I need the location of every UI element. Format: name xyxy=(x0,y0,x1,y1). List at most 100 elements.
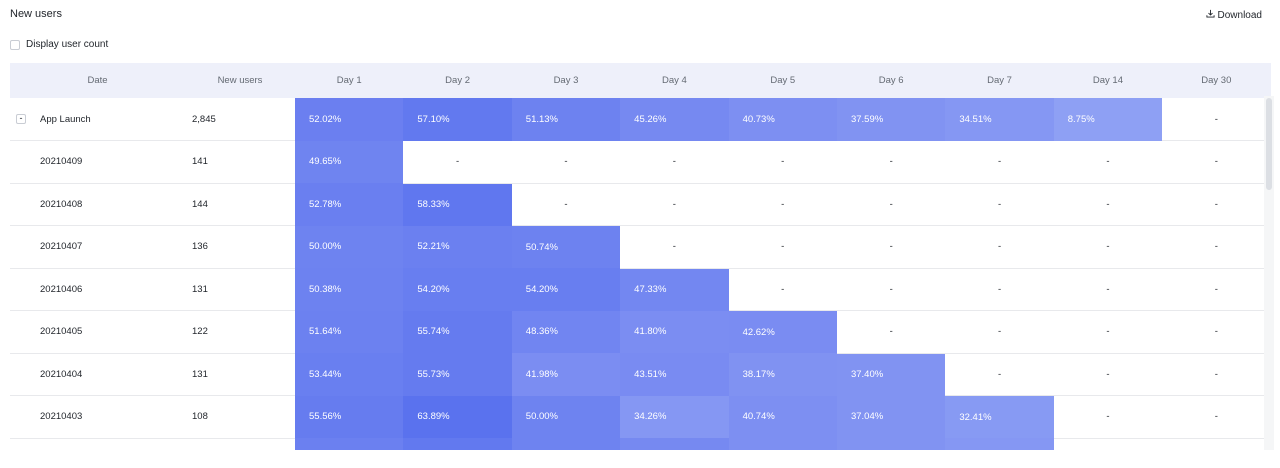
date-label: App Launch xyxy=(40,113,91,125)
retention-cell: - xyxy=(1162,225,1271,269)
retention-cell: - xyxy=(620,140,729,184)
download-button[interactable]: Download xyxy=(1205,9,1262,21)
table-row: - App Launch 2,845 52.02% 57.10% 51.13% 45.26%… xyxy=(10,98,1271,141)
retention-cell: - xyxy=(945,225,1054,269)
vertical-scrollbar[interactable] xyxy=(1264,96,1274,450)
retention-cell: - xyxy=(620,225,729,269)
retention-cell: 40.74% xyxy=(728,395,837,438)
column-header: Date xyxy=(10,63,185,98)
retention-cell: 47.33% xyxy=(620,268,729,311)
table-row: 20210409 141 49.65% - - - - - - - - xyxy=(10,140,1271,184)
retention-cell: - xyxy=(1053,310,1163,354)
retention-cell: 43.51% xyxy=(620,353,729,396)
retention-cell: 52.21% xyxy=(403,225,512,268)
new-users-cell: 122 xyxy=(185,310,295,354)
column-header: Day 3 xyxy=(511,63,621,98)
retention-cell: 49.65% xyxy=(295,140,404,183)
date-label: 20210407 xyxy=(40,241,83,253)
retention-cell: 52.78% xyxy=(295,183,404,226)
retention-cell: - xyxy=(836,140,946,184)
retention-cell: 55.73% xyxy=(403,353,512,396)
date-label: 20210405 xyxy=(40,326,83,338)
retention-cell xyxy=(945,438,1054,450)
new-users-cell: 131 xyxy=(185,268,295,311)
new-users-cell: 136 xyxy=(185,225,295,269)
new-users-cell: 2,845 xyxy=(185,98,295,141)
retention-cell: 52.02% xyxy=(295,98,404,141)
retention-cell: 37.59% xyxy=(836,98,946,141)
date-label: 20210404 xyxy=(40,368,83,380)
retention-cell: 41.98% xyxy=(511,353,621,396)
retention-cell xyxy=(620,438,729,450)
retention-table-container: Date New users Day 1 Day 2 Day 3 Day 4 Day 5 Da… xyxy=(10,63,1274,450)
retention-cell: 51.13% xyxy=(511,98,621,141)
retention-cell: - xyxy=(836,268,946,311)
column-header: Day 5 xyxy=(728,63,837,98)
retention-cell: 51.64% xyxy=(295,310,404,353)
retention-cell: - xyxy=(728,183,837,226)
date-cell: 20210406 xyxy=(10,268,185,311)
date-cell: 20210404 xyxy=(10,353,185,396)
retention-cell: - xyxy=(728,268,837,311)
retention-cell: - xyxy=(1162,98,1271,141)
collapse-button[interactable]: - xyxy=(16,114,26,124)
scrollbar-thumb[interactable] xyxy=(1266,98,1272,190)
retention-cell: 8.75% xyxy=(1053,98,1163,141)
retention-cell: 50.00% xyxy=(295,225,404,268)
retention-cell: - xyxy=(945,353,1054,396)
download-label: Download xyxy=(1217,9,1262,21)
retention-cell: 34.51% xyxy=(945,98,1054,141)
retention-cell: 37.40% xyxy=(836,353,946,396)
retention-cell: - xyxy=(1162,353,1271,396)
retention-cell: - xyxy=(620,183,729,226)
table-row: 20210403 108 55.56% 63.89% 50.00% 34.26% 40.74… xyxy=(10,395,1271,439)
display-user-count-toggle[interactable]: Display user count xyxy=(10,39,108,50)
retention-cell: - xyxy=(511,140,621,184)
date-label: 20210403 xyxy=(40,411,83,423)
retention-cell: 48.36% xyxy=(511,310,621,353)
page-title: New users xyxy=(10,8,62,20)
retention-cell: - xyxy=(1162,268,1271,311)
retention-cell: 50.00% xyxy=(511,395,621,438)
date-cell: - App Launch xyxy=(10,98,185,141)
table-row: 20210408 144 52.78% 58.33% - - - - - - - xyxy=(10,183,1271,226)
download-icon xyxy=(1205,9,1215,21)
retention-cell: 55.56% xyxy=(295,395,404,438)
new-users-cell: 144 xyxy=(185,183,295,226)
retention-cell: 57.10% xyxy=(403,98,512,141)
table-row: 20210405 122 51.64% 55.74% 48.36% 41.80% 42.62… xyxy=(10,310,1271,354)
retention-cell: 38.17% xyxy=(728,353,837,396)
column-header: Day 14 xyxy=(1053,63,1163,98)
date-cell: 20210403 xyxy=(10,395,185,439)
retention-cell: - xyxy=(836,183,946,226)
date-label: 20210406 xyxy=(40,283,83,295)
retention-cell xyxy=(1162,438,1271,450)
retention-cell: - xyxy=(945,140,1054,184)
date-cell xyxy=(10,438,185,450)
new-users-cell: 141 xyxy=(185,140,295,184)
retention-cell: 37.04% xyxy=(836,395,946,438)
retention-cell: - xyxy=(1053,353,1163,396)
date-cell: 20210408 xyxy=(10,183,185,226)
retention-cell: 54.20% xyxy=(511,268,621,311)
retention-cell: 53.44% xyxy=(295,353,404,396)
table-row: 20210407 136 50.00% 52.21% 50.74% - - - - - - xyxy=(10,225,1271,269)
table-row xyxy=(10,438,1271,450)
retention-cell: 42.62% xyxy=(728,310,837,353)
retention-cell: 58.33% xyxy=(403,183,512,226)
table-row: 20210406 131 50.38% 54.20% 54.20% 47.33% - - - - - xyxy=(10,268,1271,311)
retention-cell: 54.20% xyxy=(403,268,512,311)
column-header: Day 7 xyxy=(945,63,1054,98)
retention-cell: - xyxy=(945,183,1054,226)
date-label: 20210409 xyxy=(40,156,83,168)
table-header-row: Date New users Day 1 Day 2 Day 3 Day 4 Day 5 Da… xyxy=(10,63,1271,98)
retention-cell xyxy=(1053,438,1163,450)
retention-cell: - xyxy=(1162,395,1271,439)
retention-cell: 45.26% xyxy=(620,98,729,141)
display-user-count-checkbox[interactable] xyxy=(10,39,20,50)
retention-cell: 55.74% xyxy=(403,310,512,353)
retention-cell xyxy=(836,438,946,450)
retention-cell: 40.73% xyxy=(728,98,837,141)
retention-cell: 50.38% xyxy=(295,268,404,311)
date-cell: 20210409 xyxy=(10,140,185,184)
